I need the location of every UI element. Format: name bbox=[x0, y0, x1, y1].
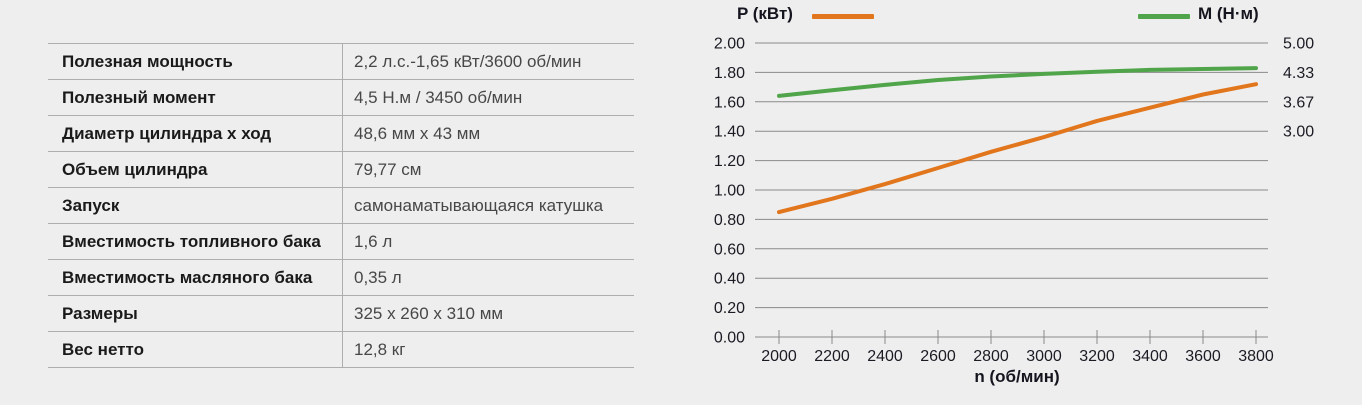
spec-label: Размеры bbox=[62, 303, 138, 323]
spec-row: Полезная мощность 2,2 л.с.-1,65 кВт/3600 … bbox=[48, 44, 634, 80]
spec-label: Вместимость масляного бака bbox=[62, 267, 313, 287]
x-tick-label: 3800 bbox=[1238, 348, 1274, 365]
spec-value: 12,8 кг bbox=[342, 332, 634, 367]
spec-label: Полезный момент bbox=[62, 87, 216, 107]
spec-value: 1,6 л bbox=[342, 224, 634, 259]
y-tick-label-left: 1.40 bbox=[714, 124, 745, 141]
x-axis-title: n (об/мин) bbox=[974, 367, 1059, 386]
y-tick-label-right: 5.00 bbox=[1283, 36, 1314, 53]
y-tick-label-right: 3.00 bbox=[1283, 124, 1314, 141]
y-tick-label-left: 1.60 bbox=[714, 94, 745, 111]
series-line-power bbox=[777, 82, 1258, 215]
gridlines bbox=[755, 42, 1268, 338]
x-tick-label: 3400 bbox=[1132, 348, 1168, 365]
y-tick-label-left: 0.00 bbox=[714, 330, 745, 347]
x-tick-label: 2200 bbox=[814, 348, 850, 365]
legend-swatch-power-icon bbox=[812, 14, 874, 19]
spec-row: Диаметр цилиндра х ход 48,6 мм х 43 мм bbox=[48, 116, 634, 152]
y-tick-label-left: 0.20 bbox=[714, 300, 745, 317]
spec-value: 79,77 см bbox=[342, 152, 634, 187]
x-axis-labels: 2000 2200 2400 2600 2800 3000 3200 3400 3600 3800 bbox=[761, 330, 1274, 365]
y-tick-label-right: 3.67 bbox=[1283, 94, 1314, 111]
y-tick-label-right: 4.33 bbox=[1283, 65, 1314, 82]
y-tick-label-left: 0.40 bbox=[714, 271, 745, 288]
y-tick-label-left: 0.60 bbox=[714, 241, 745, 258]
spec-row: Вместимость масляного бака 0,35 л bbox=[48, 260, 634, 296]
spec-row: Запуск самонаматывающаяся катушка bbox=[48, 188, 634, 224]
spec-row: Объем цилиндра 79,77 см bbox=[48, 152, 634, 188]
series-line-torque bbox=[777, 66, 1258, 98]
spec-value: самонаматывающаяся катушка bbox=[342, 188, 634, 223]
x-tick-label: 2000 bbox=[761, 348, 797, 365]
spec-value: 325 х 260 х 310 мм bbox=[342, 296, 634, 331]
x-tick-label: 3200 bbox=[1079, 348, 1115, 365]
y-axis-labels: 2.00 1.80 1.60 1.40 1.20 1.00 0.80 0.60 0.40 0.20… bbox=[714, 36, 1314, 347]
spec-row: Размеры 325 х 260 х 310 мм bbox=[48, 296, 634, 332]
x-tick-label: 2600 bbox=[920, 348, 956, 365]
spec-row: Вес нетто 12,8 кг bbox=[48, 332, 634, 368]
y-tick-label-left: 2.00 bbox=[714, 36, 745, 53]
spec-row: Вместимость топливного бака 1,6 л bbox=[48, 224, 634, 260]
legend-label-power: P (кВт) bbox=[737, 4, 793, 23]
spec-label: Вместимость топливного бака bbox=[62, 231, 321, 251]
x-tick-label: 3000 bbox=[1026, 348, 1062, 365]
y-tick-label-left: 1.20 bbox=[714, 153, 745, 170]
spec-value: 4,5 Н.м / 3450 об/мин bbox=[342, 80, 634, 115]
spec-label: Диаметр цилиндра х ход bbox=[62, 123, 272, 143]
x-tick-label: 2800 bbox=[973, 348, 1009, 365]
spec-label: Объем цилиндра bbox=[62, 159, 208, 179]
spec-row: Полезный момент 4,5 Н.м / 3450 об/мин bbox=[48, 80, 634, 116]
spec-label: Вес нетто bbox=[62, 339, 144, 359]
spec-value: 2,2 л.с.-1,65 кВт/3600 об/мин bbox=[342, 44, 634, 79]
x-tick-label: 2400 bbox=[867, 348, 903, 365]
y-tick-label-left: 1.80 bbox=[714, 65, 745, 82]
spec-value: 0,35 л bbox=[342, 260, 634, 295]
legend-label-torque: M (Н·м) bbox=[1198, 4, 1259, 23]
y-tick-label-left: 0.80 bbox=[714, 212, 745, 229]
legend-swatch-torque-icon bbox=[1138, 14, 1190, 19]
spec-label: Запуск bbox=[62, 195, 120, 215]
spec-table: Полезная мощность 2,2 л.с.-1,65 кВт/3600 … bbox=[48, 43, 634, 368]
spec-value: 48,6 мм х 43 мм bbox=[342, 116, 634, 151]
x-tick-label: 3600 bbox=[1185, 348, 1221, 365]
spec-label: Полезная мощность bbox=[62, 51, 233, 71]
y-tick-label-left: 1.00 bbox=[714, 183, 745, 200]
